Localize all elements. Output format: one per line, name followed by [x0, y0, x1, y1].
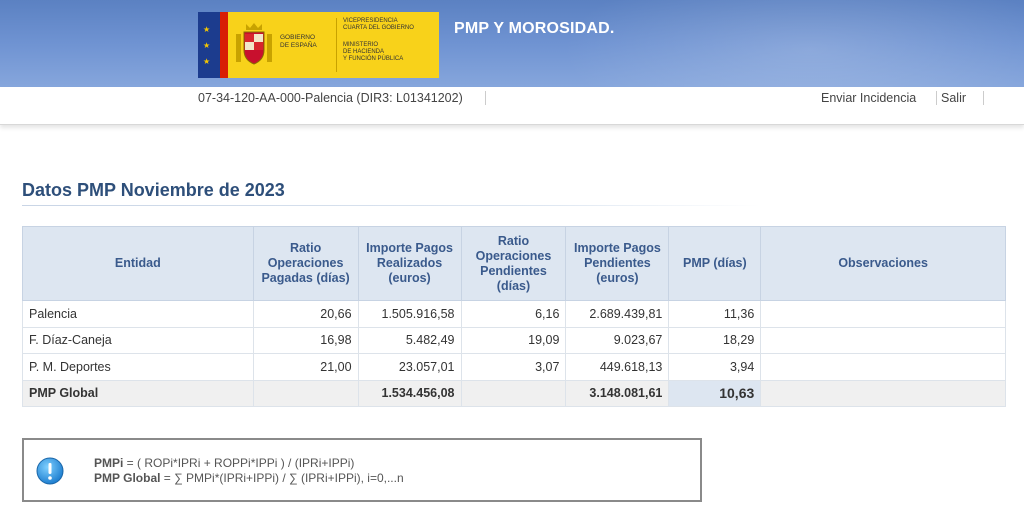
cell-pmp: 3,94: [668, 353, 762, 381]
cell-importe-pendientes: 2.689.439,81: [565, 300, 670, 328]
page-title: Datos PMP Noviembre de 2023: [22, 180, 285, 200]
cell-total-pmp: 10,63: [668, 379, 762, 407]
cell-total-importe-pendientes: 3.148.081,61: [565, 379, 670, 407]
formula-pmpi-text: = ( ROPi*IPRi + ROPPi*IPPi ) / (IPRi+IPP…: [123, 456, 355, 470]
cell-importe-realizados: 5.482,49: [357, 326, 462, 354]
cell-total-ratio-pendientes: [460, 379, 567, 407]
ministry-line-1: VICEPRESIDENCIA: [343, 18, 398, 24]
entity-bar: 07-34-120-AA-000-Palencia (DIR3: L013412…: [0, 87, 1024, 125]
cell-ratio-pagadas: 21,00: [252, 353, 359, 381]
nav-divider: [936, 91, 937, 105]
cell-entidad: F. Díaz-Caneja: [22, 326, 254, 354]
table-total-row: PMP Global 1.534.456,08 3.148.081,61 10,…: [22, 379, 1006, 407]
formula-pmp-global: PMP Global = ∑ PMPi*(IPRi+IPPi) / ∑ (IPR…: [94, 471, 404, 485]
ministry-line-2: CUARTA DEL GOBIERNO: [343, 25, 414, 31]
eu-flag-strip: ★ ★ ★: [198, 12, 220, 78]
cell-ratio-pendientes: 19,09: [460, 326, 567, 354]
logo-panel: GOBIERNO DE ESPAÑA VICEPRESIDENCIA CUART…: [228, 12, 439, 78]
formula-pmp-global-label: PMP Global: [94, 471, 161, 485]
ministry-line-4: DE HACIENDA: [343, 49, 385, 55]
star-icon: ★: [203, 41, 211, 50]
cell-ratio-pagadas: 16,98: [252, 326, 359, 354]
cell-importe-realizados: 23.057,01: [357, 353, 462, 381]
formula-pmp-global-text: = ∑ PMPi*(IPRi+IPPi) / ∑ (IPRi+IPPi), i=…: [160, 471, 404, 485]
star-icon: ★: [203, 25, 211, 34]
cell-observaciones: [760, 326, 1006, 354]
column-header-ratio-pagadas: Ratio Operaciones Pagadas (días): [252, 226, 359, 301]
entity-identifier: 07-34-120-AA-000-Palencia (DIR3: L013412…: [198, 91, 463, 105]
table-row: Palencia 20,66 1.505.916,58 6,16 2.689.4…: [22, 300, 1006, 328]
cell-ratio-pendientes: 6,16: [460, 300, 567, 328]
column-header-entidad: Entidad: [22, 226, 254, 301]
cell-importe-pendientes: 449.618,13: [565, 353, 670, 381]
cell-ratio-pagadas: 20,66: [252, 300, 359, 328]
table-row: P. M. Deportes 21,00 23.057,01 3,07 449.…: [22, 353, 1006, 381]
cell-importe-pendientes: 9.023,67: [565, 326, 670, 354]
cell-ratio-pendientes: 3,07: [460, 353, 567, 381]
column-header-pmp: PMP (días): [668, 226, 762, 301]
column-header-ratio-pendientes: Ratio Operaciones Pendientes (días): [460, 226, 567, 301]
gov-text: GOBIERNO DE ESPAÑA: [280, 34, 317, 50]
column-header-importe-pendientes: Importe Pagos Pendientes (euros): [565, 226, 670, 301]
table-row: F. Díaz-Caneja 16,98 5.482,49 19,09 9.02…: [22, 326, 1006, 354]
coat-of-arms-icon: [236, 23, 272, 65]
cell-observaciones: [760, 300, 1006, 328]
column-header-observaciones: Observaciones: [760, 226, 1006, 301]
cell-importe-realizados: 1.505.916,58: [357, 300, 462, 328]
ministry-line-5: Y FUNCIÓN PÚBLICA: [343, 56, 404, 62]
entity-divider: [485, 91, 486, 105]
cell-pmp: 11,36: [668, 300, 762, 328]
gov-line-1: GOBIERNO: [280, 34, 316, 41]
cell-total-ratio-pagadas: [252, 379, 359, 407]
send-incident-link[interactable]: Enviar Incidencia: [821, 91, 917, 105]
formula-info-box: PMPi = ( ROPi*IPRi + ROPPi*IPPi ) / (IPR…: [22, 438, 702, 502]
info-icon: [36, 457, 64, 485]
star-icon: ★: [203, 57, 211, 66]
government-logo: ★ ★ ★ GOBIERNO DE ESPAÑA VICEPRESIDENCIA…: [198, 12, 439, 78]
cell-entidad: Palencia: [22, 300, 254, 328]
logout-link[interactable]: Salir: [941, 91, 967, 105]
cell-observaciones: [760, 353, 1006, 381]
banner-glow: [560, 0, 1024, 87]
ministry-text-bottom: MINISTERIO DE HACIENDA Y FUNCIÓN PÚBLICA: [343, 42, 403, 63]
cell-entidad: P. M. Deportes: [22, 353, 254, 381]
logo-divider: [336, 18, 337, 72]
cell-total-entidad: PMP Global: [22, 379, 254, 407]
cell-total-importe-realizados: 1.534.456,08: [357, 379, 462, 407]
flag-red-strip: [220, 12, 228, 78]
ministry-line-3: MINISTERIO: [343, 42, 379, 48]
cell-pmp: 18,29: [668, 326, 762, 354]
ministry-text-top: VICEPRESIDENCIA CUARTA DEL GOBIERNO: [343, 18, 414, 32]
pmp-table: Entidad Ratio Operaciones Pagadas (días)…: [22, 226, 1006, 407]
app-title: PMP Y MOROSIDAD.: [454, 20, 615, 37]
table-header-row: Entidad Ratio Operaciones Pagadas (días)…: [22, 226, 1006, 301]
cell-total-observaciones: [760, 379, 1006, 407]
column-header-importe-realizados: Importe Pagos Realizados (euros): [357, 226, 462, 301]
nav-divider: [983, 91, 984, 105]
header-banner: ★ ★ ★ GOBIERNO DE ESPAÑA VICEPRESIDENCIA…: [0, 0, 1024, 87]
title-underline: [22, 205, 760, 206]
gov-line-2: DE ESPAÑA: [280, 42, 317, 49]
formula-pmpi-label: PMPi: [94, 456, 124, 470]
formula-pmpi: PMPi = ( ROPi*IPRi + ROPPi*IPPi ) / (IPR…: [94, 456, 354, 470]
